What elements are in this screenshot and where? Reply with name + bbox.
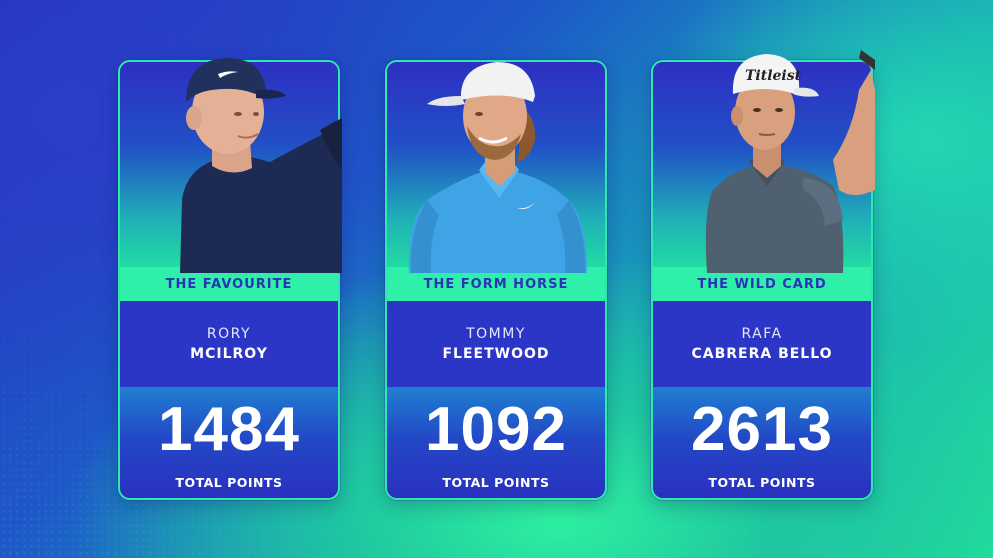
last-name: FLEETWOOD	[442, 346, 550, 362]
total-points-label: TOTAL POINTS	[442, 475, 550, 490]
first-name: TOMMY	[466, 326, 526, 342]
player-photo-fleetwood	[387, 30, 609, 273]
player-card-cabrera-bello: THE WILD CARD RAFA CABRERA BELLO 2613 TO…	[651, 50, 875, 500]
player-photo-mcilroy	[120, 30, 342, 273]
player-card-mcilroy: THE FAVOURITE RORY MCILROY 1484 TOTAL PO…	[118, 58, 342, 500]
total-points-label: TOTAL POINTS	[175, 475, 283, 490]
total-points-value: 1484	[158, 395, 300, 464]
player-name: RAFA CABRERA BELLO	[653, 301, 871, 387]
points-panel: 1484 TOTAL POINTS	[120, 387, 338, 498]
last-name: MCILROY	[190, 346, 268, 362]
points-panel: 2613 TOTAL POINTS	[653, 387, 871, 498]
player-card-fleetwood: THE FORM HORSE TOMMY FLEETWOOD 1092 TOTA…	[385, 60, 607, 500]
player-name: RORY MCILROY	[120, 301, 338, 387]
first-name: RORY	[206, 326, 252, 342]
player-name: TOMMY FLEETWOOD	[387, 301, 605, 387]
first-name: RAFA	[741, 326, 783, 342]
last-name: CABRERA BELLO	[691, 346, 833, 362]
points-panel: 1092 TOTAL POINTS	[387, 387, 605, 498]
total-points-value: 1092	[425, 395, 567, 464]
cap-logo-text: Titleist	[745, 68, 802, 84]
total-points-value: 2613	[691, 395, 833, 464]
total-points-label: TOTAL POINTS	[708, 475, 816, 490]
player-photo-cabrera-bello: Titleist	[653, 30, 875, 273]
